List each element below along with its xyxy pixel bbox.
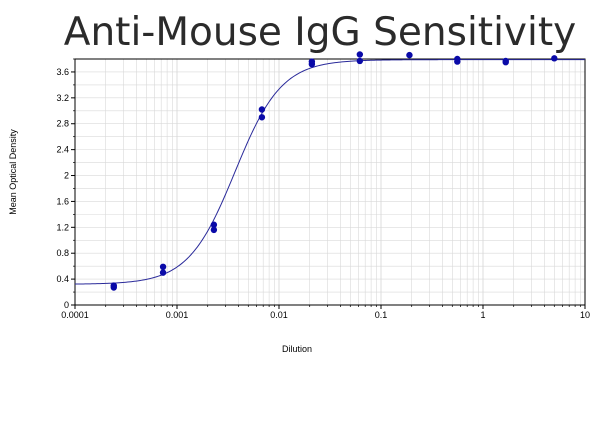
y-tick-label: 2 xyxy=(64,171,69,181)
data-point xyxy=(502,57,509,65)
data-point xyxy=(258,106,266,113)
data-point xyxy=(308,58,316,65)
data-point xyxy=(210,221,218,228)
y-tick-label: 0.4 xyxy=(56,274,69,284)
y-tick-label: 0 xyxy=(64,300,69,310)
y-axis-label: Mean Optical Density xyxy=(8,129,18,215)
x-tick-label: 0.1 xyxy=(375,310,388,320)
data-point xyxy=(551,55,558,62)
data-point xyxy=(110,282,117,289)
axes: 0.0001 0.001 0.01 0.1 1 10 0 0.4 0.8 1.2 1.6 2 2.4 2.… xyxy=(56,58,590,320)
plot-frame xyxy=(74,58,586,306)
x-axis-label: Dilution xyxy=(282,344,312,354)
y-tick-label: 1.6 xyxy=(56,196,69,206)
x-tick-label: 0.01 xyxy=(270,310,288,320)
fit-curve xyxy=(74,59,585,285)
x-tick-label: 0.0001 xyxy=(61,310,89,320)
data-point xyxy=(210,226,218,234)
data-point xyxy=(454,55,461,63)
x-tick-label: 1 xyxy=(480,310,485,320)
y-tick-label: 1.2 xyxy=(56,222,69,232)
chart-title: Anti-Mouse IgG Sensitivity xyxy=(63,10,577,55)
data-point xyxy=(406,51,413,59)
x-tick-label: 0.001 xyxy=(166,310,189,320)
y-tick-label: 2.8 xyxy=(56,119,69,129)
data-point xyxy=(356,57,364,65)
x-tick-label: 10 xyxy=(580,310,590,320)
data-point xyxy=(159,269,167,276)
y-tick-label: 3.2 xyxy=(56,93,69,103)
data-point xyxy=(356,51,364,58)
grid xyxy=(74,58,585,306)
y-tick-label: 0.8 xyxy=(56,248,69,258)
y-tick-label: 3.6 xyxy=(56,67,69,77)
data-points xyxy=(110,51,558,291)
y-tick-label: 2.4 xyxy=(56,145,69,155)
data-point xyxy=(258,114,266,121)
data-point xyxy=(159,263,167,271)
